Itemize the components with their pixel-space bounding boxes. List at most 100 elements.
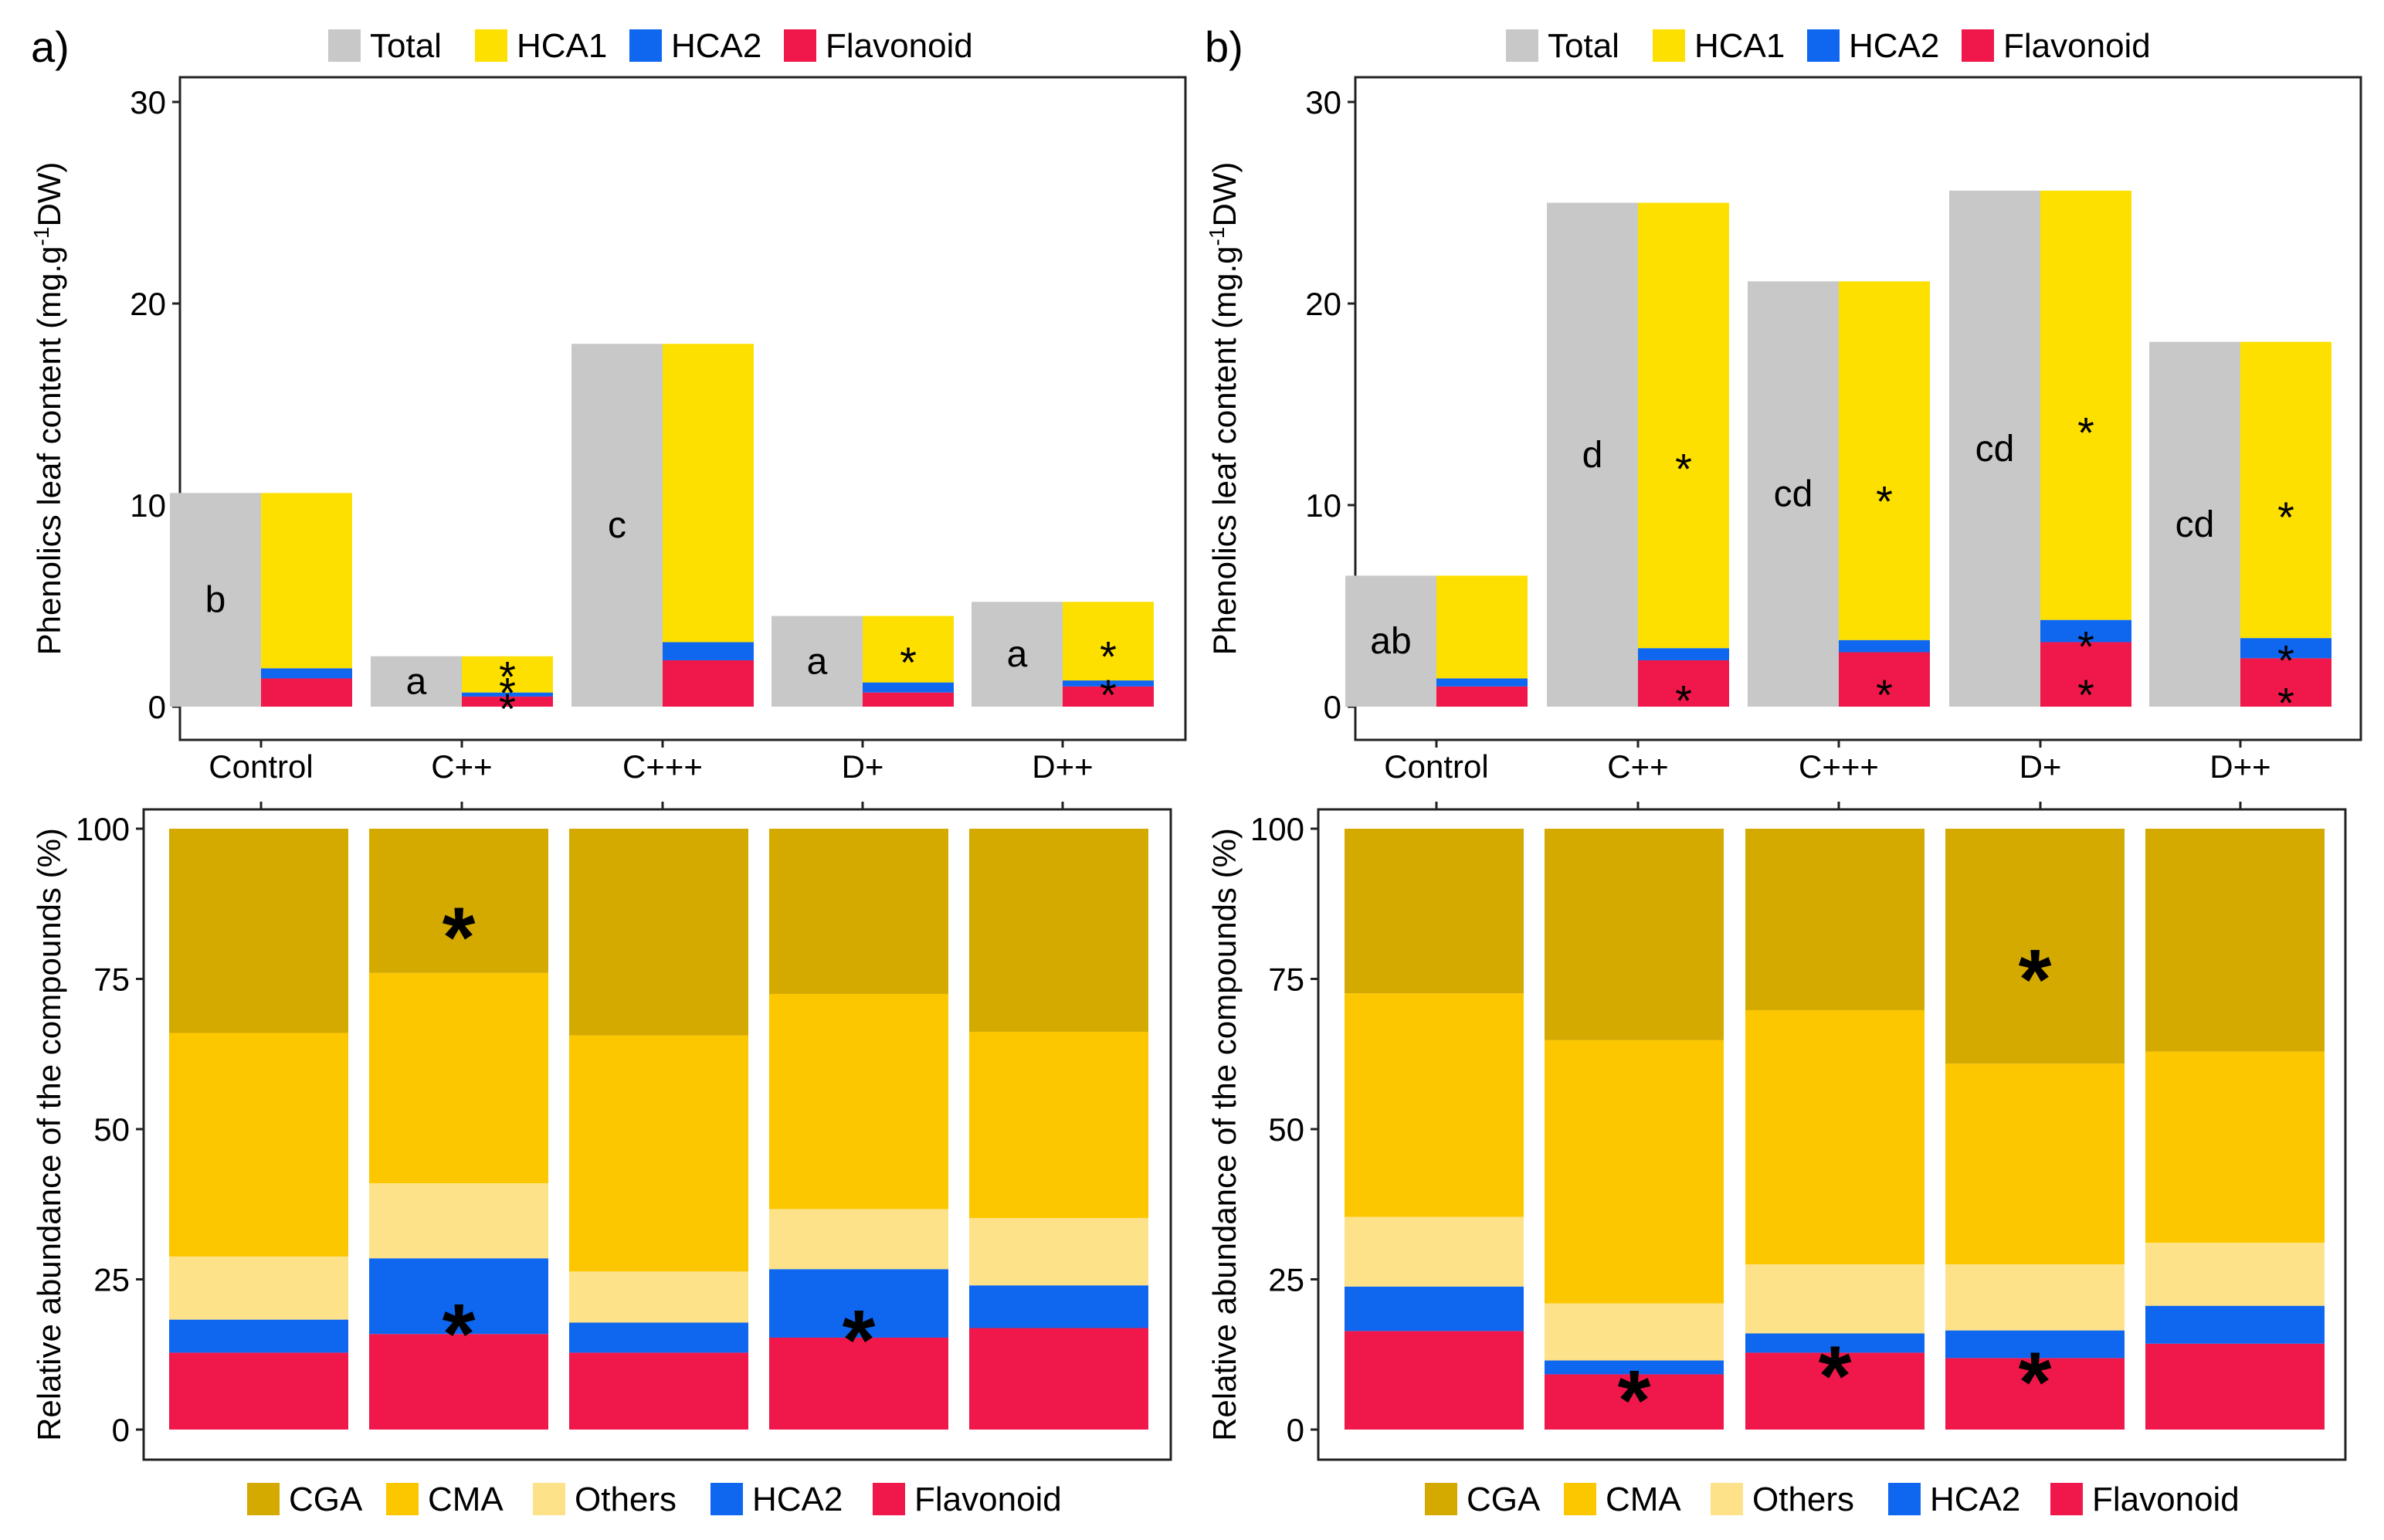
bar-flavonoid [369, 1334, 548, 1430]
bar-hca2 [1945, 1330, 2125, 1359]
x-tick-label: D+ [842, 748, 884, 785]
legend-top-a-label-total: Total [370, 27, 442, 65]
bar-hca2 [863, 682, 954, 693]
legend-bottom-a-swatch-cga [247, 1483, 280, 1515]
bar-total [771, 616, 863, 707]
y-axis-label: Relative abundance of the compounds (%) [1206, 828, 1243, 1441]
legend-bottom-a-label-others: Others [575, 1481, 677, 1518]
legend-top-a-swatch-total [328, 29, 361, 62]
bar-others [969, 1218, 1148, 1286]
bar-hca2 [1839, 639, 1930, 653]
significance-star: * [900, 638, 917, 687]
bar-flavonoid [2145, 1343, 2325, 1430]
significance-star: * [2019, 932, 2052, 1027]
panel-b-label: b) [1205, 22, 1243, 71]
bar-total [2149, 341, 2240, 707]
bar-flavonoid [1436, 686, 1528, 707]
bar-cga [2145, 829, 2325, 1052]
bar-hca1 [1638, 202, 1729, 649]
y-tick-label: 0 [1324, 689, 1341, 725]
significance-star: * [499, 684, 516, 733]
bar-hca2 [1545, 1360, 1724, 1375]
legend-bottom-a: CGA CMA Others HCA2 Flavonoid [247, 1481, 1062, 1518]
legend-bottom-b-swatch-cga [1425, 1483, 1457, 1515]
chart-a-top: 0 10 20 30 Phenolics leaf content (mg.g-1DW)… [29, 76, 1187, 785]
significance-letter: b [205, 580, 226, 621]
legend-bottom-a-label-hca2: HCA2 [752, 1481, 843, 1518]
bar-flavonoid [169, 1352, 348, 1430]
bar-cma [2145, 1051, 2325, 1243]
legend-bottom-b-label-cma: CMA [1606, 1481, 1681, 1518]
bar-others [1545, 1303, 1724, 1361]
bar-flavonoid [969, 1328, 1148, 1430]
y-axis-label-end: DW) [31, 162, 67, 227]
plot-frame [178, 76, 1187, 741]
x-tick-label: Control [209, 748, 313, 785]
legend-bottom-a-swatch-flavonoid [873, 1483, 905, 1515]
bar-others [1945, 1264, 2125, 1331]
plot-frame [1317, 808, 2347, 1461]
bar-hca2 [2240, 638, 2331, 659]
y-tick-label: 10 [130, 487, 166, 524]
significance-star: * [2077, 670, 2094, 719]
y-axis-label: Phenolics leaf content (mg.g-1DW) [29, 162, 68, 656]
bar-flavonoid [1745, 1352, 1924, 1430]
y-tick-label: 75 [1268, 962, 1304, 998]
legend-top-a-swatch-hca1 [475, 29, 507, 62]
bar-flavonoid [2240, 658, 2331, 707]
significance-letter: c [608, 505, 626, 546]
bar-others [1345, 1216, 1524, 1287]
legend-top-b-label-total: Total [1548, 27, 1619, 65]
x-tick-label: C+++ [1799, 748, 1879, 785]
bar-cma [569, 1035, 748, 1272]
significance-star: * [499, 668, 516, 717]
bar-flavonoid [769, 1337, 948, 1430]
bar-hca2 [369, 1258, 548, 1335]
bar-cga [969, 829, 1148, 1032]
legend-top-a-swatch-flavonoid [784, 29, 816, 62]
significance-star: * [1876, 477, 1893, 525]
bar-others [769, 1209, 948, 1270]
legend-bottom-a-label-cma: CMA [428, 1481, 504, 1518]
legend-bottom-a-label-cga: CGA [289, 1481, 363, 1518]
bar-flavonoid [2040, 642, 2131, 707]
significance-letter: ab [1370, 621, 1411, 662]
y-tick-label: 20 [130, 286, 166, 322]
panel-a-label: a) [31, 22, 70, 71]
bar-cga [1745, 829, 1924, 1010]
y-tick-label: 0 [148, 689, 166, 725]
plot-frame [1354, 76, 2362, 741]
significance-star: * [1618, 1353, 1651, 1448]
bar-flavonoid [1345, 1331, 1524, 1430]
bar-hca2 [663, 642, 754, 660]
bar-cga [369, 829, 548, 973]
significance-star: * [443, 890, 476, 985]
bar-total [1547, 202, 1638, 707]
bar-total [1748, 281, 1839, 707]
bar-cga [1345, 829, 1524, 994]
bar-hca2 [1745, 1333, 1924, 1353]
bar-hca1 [1839, 281, 1930, 640]
bar-cma [969, 1031, 1148, 1219]
legend-top-b-swatch-flavonoid [1962, 29, 1994, 62]
y-axis-label: Phenolics leaf content (mg.g-1DW) [1205, 162, 1243, 656]
bar-total [1949, 190, 2040, 707]
legend-bottom-b-label-flavonoid: Flavonoid [2092, 1481, 2240, 1518]
y-tick-label: 75 [93, 962, 130, 998]
x-tick-label: Control [1384, 748, 1488, 785]
bar-cga [1945, 829, 2125, 1064]
bar-others [1745, 1264, 1924, 1334]
y-axis-label-main: Phenolics leaf content (mg.g [1206, 246, 1243, 655]
bar-cga [569, 829, 748, 1036]
significance-letter: a [1007, 634, 1028, 675]
bar-flavonoid [1545, 1374, 1724, 1430]
bar-hca2 [969, 1285, 1148, 1328]
significance-star: * [443, 1287, 476, 1382]
significance-star: * [499, 652, 516, 700]
y-axis-label: Relative abundance of the compounds (%) [31, 828, 67, 1441]
significance-letter: a [406, 661, 427, 702]
significance-letter: cd [1975, 429, 2015, 470]
bar-flavonoid [261, 678, 352, 707]
